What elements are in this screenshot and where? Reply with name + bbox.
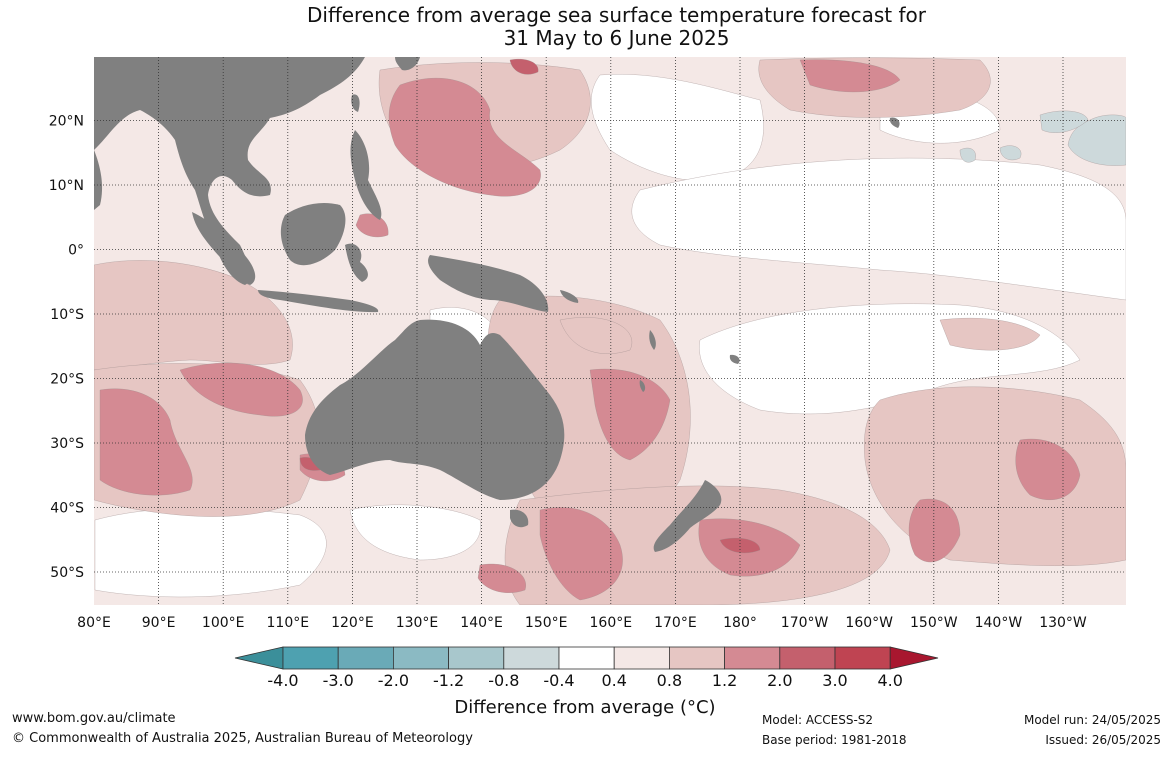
legend-tick-label: -1.2 <box>433 671 464 690</box>
longitude-label: 140°E <box>460 615 503 631</box>
legend-lower-extend <box>234 646 284 670</box>
chart-title: Difference from average sea surface temp… <box>0 4 1173 50</box>
legend-tick-label: 3.0 <box>822 671 847 690</box>
longitude-label: 120°E <box>331 615 374 631</box>
legend-color-bin <box>724 646 781 670</box>
longitude-label: 100°E <box>202 615 245 631</box>
footer-model: Model: ACCESS-S2 <box>762 713 874 727</box>
longitude-label: 170°W <box>781 615 829 631</box>
longitude-label: 160°E <box>590 615 633 631</box>
map-field <box>94 57 1126 605</box>
legend-tick-label: 2.0 <box>767 671 792 690</box>
longitude-label: 80°E <box>77 615 111 631</box>
legend-color-bin <box>392 646 449 670</box>
australia-landmass <box>305 319 565 500</box>
negative-anomaly-areas <box>959 110 1126 166</box>
longitude-label: 160°W <box>845 615 893 631</box>
latitude-label: 10°N <box>49 178 84 194</box>
graticule <box>94 57 1126 605</box>
title-line-1: Difference from average sea surface temp… <box>306 3 926 27</box>
borneo-landmass <box>280 203 346 266</box>
asia-landmass <box>94 57 365 285</box>
japan-landmass <box>395 57 420 71</box>
legend-upper-extend <box>889 646 939 670</box>
latitude-labels: 20°N 10°N 0° 10°S 20°S 30°S 40°S 50°S <box>49 114 84 582</box>
tasmania-landmass <box>510 509 529 528</box>
latitude-label: 20°S <box>50 372 84 388</box>
title-line-2: 31 May to 6 June 2025 <box>503 26 730 50</box>
latitude-label: 30°S <box>50 436 84 452</box>
color-legend-ticks: -4.0 -3.0 -2.0 -1.2 -0.8 -0.4 0.4 0.8 1.2 2.0 3.0 4… <box>267 671 903 690</box>
legend-tick-label: 4.0 <box>877 671 902 690</box>
legend-color-bin <box>613 646 670 670</box>
legend-tick-label: 1.2 <box>712 671 737 690</box>
longitude-label: 180° <box>723 615 757 631</box>
legend-color-bin <box>337 646 394 670</box>
legend-tick-label: -3.0 <box>323 671 354 690</box>
land-masses <box>94 57 900 552</box>
longitude-label: 130°E <box>396 615 439 631</box>
sulawesi-landmass <box>345 243 368 282</box>
legend-color-bin <box>779 646 836 670</box>
latitude-label: 50°S <box>50 565 84 581</box>
longitude-labels: 80°E 90°E 100°E 110°E 120°E 130°E 140°E 150°E 16… <box>77 615 1087 631</box>
legend-color-bin <box>448 646 505 670</box>
legend-tick-label: -0.8 <box>488 671 519 690</box>
legend-color-bin <box>282 646 339 670</box>
new-guinea-landmass <box>428 255 549 312</box>
latitude-label: 0° <box>68 243 84 259</box>
legend-tick-label: -4.0 <box>267 671 298 690</box>
near-zero-anomaly-areas <box>94 74 1126 598</box>
longitude-label: 130°W <box>1039 615 1087 631</box>
java-landmass <box>258 290 379 313</box>
legend-tick-label: -0.4 <box>543 671 574 690</box>
legend-color-bin <box>503 646 560 670</box>
philippines-landmass <box>350 130 382 220</box>
footer-model-run: Model run: 24/05/2025 <box>1023 713 1161 727</box>
longitude-label: 110°E <box>267 615 310 631</box>
latitude-label: 20°N <box>49 114 84 130</box>
legend-color-bin <box>558 646 615 670</box>
longitude-label: 150°E <box>525 615 568 631</box>
footer-url: www.bom.gov.au/climate <box>12 711 176 726</box>
longitude-label: 140°W <box>975 615 1023 631</box>
new-zealand-landmass <box>653 480 722 552</box>
longitude-label: 90°E <box>142 615 176 631</box>
india-landmass <box>94 150 103 210</box>
sumatra-landmass <box>192 212 256 285</box>
footer-copyright: © Commonwealth of Australia 2025, Austra… <box>12 731 473 746</box>
legend-title: Difference from average (°C) <box>454 697 716 718</box>
legend-tick-label: 0.4 <box>601 671 626 690</box>
legend-color-bin <box>669 646 726 670</box>
footer-base-period: Base period: 1981-2018 <box>762 733 907 747</box>
legend-color-bin <box>834 646 891 670</box>
longitude-label: 150°W <box>910 615 958 631</box>
footer-issued: Issued: 26/05/2025 <box>1045 733 1161 747</box>
latitude-label: 10°S <box>50 307 84 323</box>
very-strong-anomaly-areas <box>299 59 761 554</box>
taiwan-landmass <box>351 94 360 112</box>
longitude-label: 170°E <box>654 615 697 631</box>
color-legend <box>234 646 939 670</box>
legend-tick-label: 0.8 <box>657 671 682 690</box>
legend-tick-label: -2.0 <box>378 671 409 690</box>
latitude-label: 40°S <box>50 501 84 517</box>
